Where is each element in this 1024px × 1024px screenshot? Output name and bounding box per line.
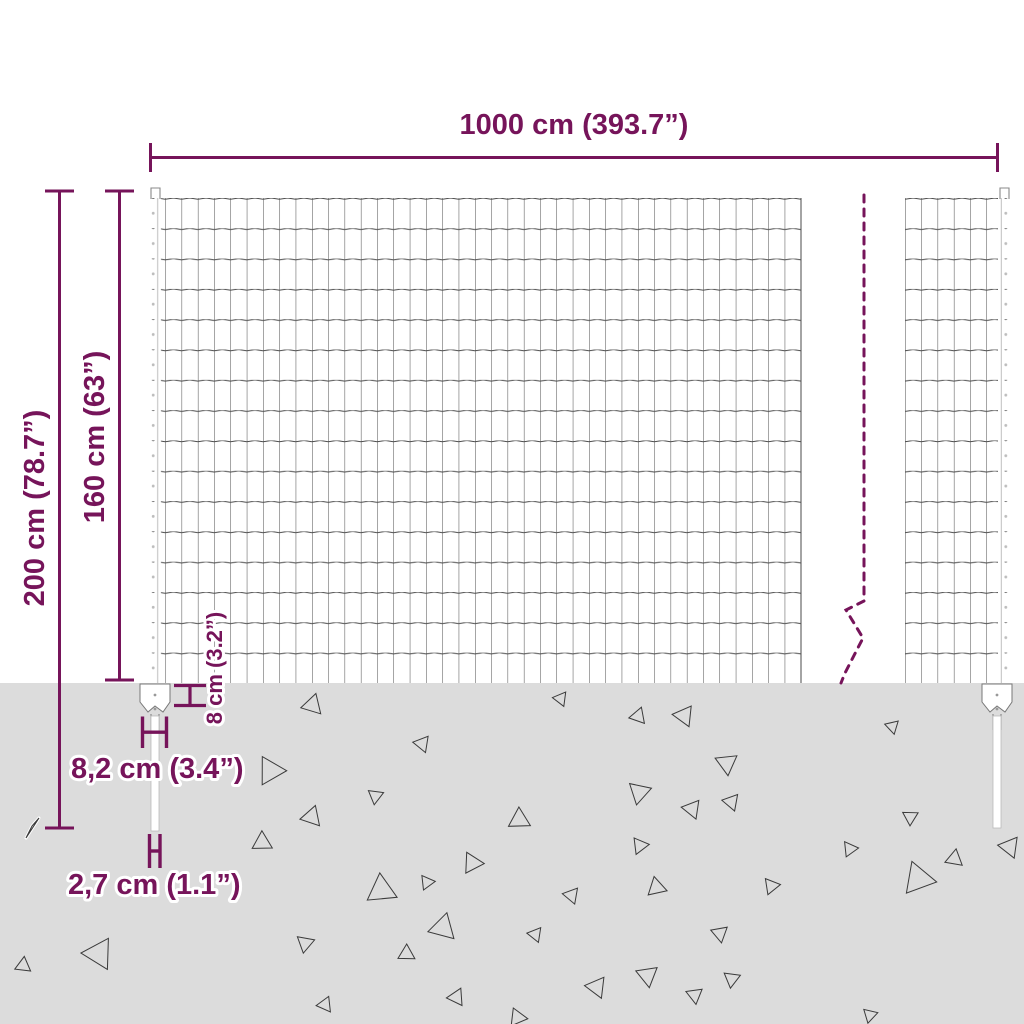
svg-text:8 cm (3.2”): 8 cm (3.2”): [202, 612, 227, 725]
svg-text:8,2 cm (3.4”): 8,2 cm (3.4”): [71, 753, 243, 785]
svg-text:2,7 cm (1.1”): 2,7 cm (1.1”): [68, 869, 240, 901]
svg-text:200 cm (78.7”): 200 cm (78.7”): [19, 410, 51, 607]
svg-text:160 cm (63”): 160 cm (63”): [79, 351, 111, 524]
svg-text:1000 cm (393.7”): 1000 cm (393.7”): [460, 109, 689, 141]
